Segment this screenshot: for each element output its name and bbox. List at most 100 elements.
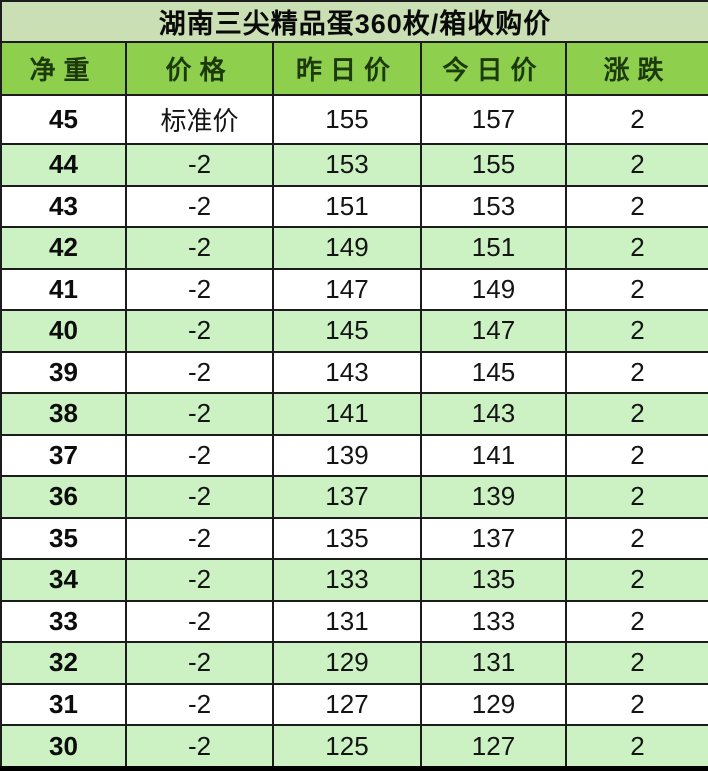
cell-today-price: 127 [420,724,567,770]
cell-net-weight: 44 [0,143,127,187]
cell-price: -2 [125,475,274,519]
cell-net-weight: 43 [0,184,127,229]
table-row: 44 -2 153 155 2 [0,143,708,187]
cell-price: -2 [125,558,274,602]
table-row: 34 -2 133 135 2 [0,558,708,602]
cell-price: -2 [125,392,274,436]
cell-yesterday-price: 153 [272,143,422,187]
cell-today-price: 131 [420,641,567,685]
cell-change: 2 [564,184,708,229]
cell-yesterday-price: 149 [272,226,422,270]
table-body: 45 标准价 155 157 2 44 -2 153 155 2 43 -2 1… [0,93,708,770]
cell-today-price: 139 [420,475,567,519]
col-header-yesterday-price: 昨日价 [272,41,422,96]
cell-net-weight: 32 [0,641,127,685]
cell-change: 2 [564,475,708,519]
cell-yesterday-price: 137 [272,475,422,519]
cell-today-price: 157 [420,93,567,146]
cell-change: 2 [564,267,708,312]
cell-change: 2 [564,516,708,561]
table-row: 41 -2 147 149 2 [0,267,708,312]
cell-today-price: 133 [420,599,567,644]
cell-net-weight: 45 [0,93,127,146]
cell-net-weight: 31 [0,682,127,727]
cell-today-price: 135 [420,558,567,602]
cell-net-weight: 30 [0,724,127,770]
cell-today-price: 147 [420,309,567,353]
cell-change: 2 [564,558,708,602]
table-row: 30 -2 125 127 2 [0,724,708,770]
cell-price: -2 [125,641,274,685]
table-row: 37 -2 139 141 2 [0,433,708,478]
cell-change: 2 [564,226,708,270]
table-row: 36 -2 137 139 2 [0,475,708,519]
cell-price: -2 [125,516,274,561]
cell-change: 2 [564,392,708,436]
cell-price: -2 [125,682,274,727]
cell-change: 2 [564,724,708,770]
cell-price: -2 [125,724,274,770]
cell-today-price: 137 [420,516,567,561]
cell-net-weight: 39 [0,350,127,395]
col-header-price: 价格 [125,41,274,96]
cell-net-weight: 34 [0,558,127,602]
table-row: 39 -2 143 145 2 [0,350,708,395]
cell-net-weight: 33 [0,599,127,644]
cell-yesterday-price: 131 [272,599,422,644]
cell-today-price: 151 [420,226,567,270]
cell-net-weight: 38 [0,392,127,436]
cell-price: -2 [125,433,274,478]
cell-change: 2 [564,433,708,478]
col-header-change: 涨跌 [564,41,708,96]
cell-price: -2 [125,143,274,187]
cell-yesterday-price: 143 [272,350,422,395]
cell-yesterday-price: 147 [272,267,422,312]
cell-net-weight: 35 [0,516,127,561]
col-header-net-weight: 净重 [0,41,127,96]
cell-today-price: 153 [420,184,567,229]
cell-net-weight: 41 [0,267,127,312]
cell-change: 2 [564,143,708,187]
col-header-today-price: 今日价 [420,41,567,96]
table-title: 湖南三尖精品蛋360枚/箱收购价 [0,0,708,43]
cell-yesterday-price: 141 [272,392,422,436]
cell-yesterday-price: 155 [272,93,422,146]
cell-price: -2 [125,184,274,229]
table-row: 33 -2 131 133 2 [0,599,708,644]
cell-yesterday-price: 145 [272,309,422,353]
cell-yesterday-price: 125 [272,724,422,770]
cell-yesterday-price: 135 [272,516,422,561]
cell-price: -2 [125,267,274,312]
cell-change: 2 [564,309,708,353]
cell-net-weight: 37 [0,433,127,478]
cell-yesterday-price: 139 [272,433,422,478]
cell-today-price: 129 [420,682,567,727]
cell-yesterday-price: 133 [272,558,422,602]
cell-today-price: 141 [420,433,567,478]
cell-today-price: 149 [420,267,567,312]
cell-net-weight: 42 [0,226,127,270]
table-header-row: 净重 价格 昨日价 今日价 涨跌 [0,41,708,96]
cell-change: 2 [564,599,708,644]
table-row: 43 -2 151 153 2 [0,184,708,229]
cell-change: 2 [564,350,708,395]
table-row: 40 -2 145 147 2 [0,309,708,353]
cell-today-price: 155 [420,143,567,187]
table-row: 35 -2 135 137 2 [0,516,708,561]
cell-today-price: 145 [420,350,567,395]
cell-price: -2 [125,350,274,395]
cell-yesterday-price: 151 [272,184,422,229]
cell-today-price: 143 [420,392,567,436]
cell-net-weight: 40 [0,309,127,353]
cell-net-weight: 36 [0,475,127,519]
cell-price: -2 [125,226,274,270]
cell-yesterday-price: 129 [272,641,422,685]
table-row: 45 标准价 155 157 2 [0,93,708,146]
cell-price: -2 [125,309,274,353]
cell-change: 2 [564,93,708,146]
table-title-row: 湖南三尖精品蛋360枚/箱收购价 [0,0,708,43]
cell-change: 2 [564,641,708,685]
table-row: 31 -2 127 129 2 [0,682,708,727]
cell-yesterday-price: 127 [272,682,422,727]
